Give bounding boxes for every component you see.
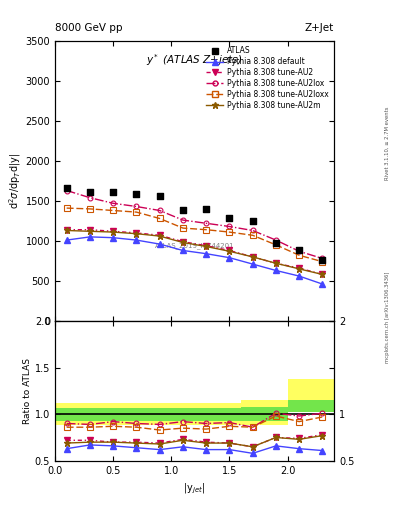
Pythia 8.308 default: [297, 273, 301, 279]
Pythia 8.308 tune-AU2lox: [297, 248, 301, 254]
Pythia 8.308 tune-AU2m: [297, 266, 301, 272]
Pythia 8.308 tune-AU2loxx: [250, 232, 255, 239]
Pythia 8.308 tune-AU2m: [111, 229, 116, 235]
Pythia 8.308 tune-AU2loxx: [274, 242, 278, 248]
Pythia 8.308 default: [250, 261, 255, 267]
Pythia 8.308 default: [320, 281, 325, 287]
Pythia 8.308 tune-AU2loxx: [180, 225, 185, 231]
Pythia 8.308 tune-AU2: [227, 247, 232, 253]
Line: Pythia 8.308 tune-AU2lox: Pythia 8.308 tune-AU2lox: [64, 188, 325, 261]
Line: Pythia 8.308 default: Pythia 8.308 default: [64, 234, 325, 287]
Pythia 8.308 tune-AU2m: [180, 240, 185, 246]
Pythia 8.308 tune-AU2m: [134, 230, 139, 237]
Pythia 8.308 tune-AU2lox: [204, 220, 209, 226]
Pythia 8.308 tune-AU2lox: [111, 200, 116, 206]
Pythia 8.308 tune-AU2loxx: [134, 209, 139, 215]
Pythia 8.308 tune-AU2lox: [227, 223, 232, 229]
Text: y$^*$ (ATLAS Z+jets): y$^*$ (ATLAS Z+jets): [146, 52, 243, 68]
Pythia 8.308 tune-AU2lox: [274, 237, 278, 243]
Pythia 8.308 tune-AU2: [204, 243, 209, 249]
Pythia 8.308 tune-AU2: [320, 271, 325, 278]
Pythia 8.308 tune-AU2: [297, 265, 301, 271]
Pythia 8.308 default: [227, 254, 232, 261]
ATLAS: [226, 215, 233, 223]
Pythia 8.308 tune-AU2m: [64, 227, 69, 233]
Pythia 8.308 tune-AU2: [64, 227, 69, 233]
Pythia 8.308 tune-AU2m: [227, 248, 232, 254]
Pythia 8.308 tune-AU2lox: [157, 207, 162, 214]
Pythia 8.308 tune-AU2lox: [88, 195, 92, 201]
Pythia 8.308 tune-AU2m: [320, 271, 325, 278]
Y-axis label: d$^2$$\sigma$/dp$_{T}$d|y|: d$^2$$\sigma$/dp$_{T}$d|y|: [7, 153, 23, 209]
ATLAS: [110, 188, 116, 196]
Pythia 8.308 tune-AU2loxx: [111, 207, 116, 214]
Text: mcplots.cern.ch [arXiv:1306.3436]: mcplots.cern.ch [arXiv:1306.3436]: [385, 272, 389, 363]
ATLAS: [156, 192, 163, 200]
X-axis label: |y$_{jet}$|: |y$_{jet}$|: [184, 481, 206, 496]
ATLAS: [87, 188, 93, 196]
Line: Pythia 8.308 tune-AU2m: Pythia 8.308 tune-AU2m: [63, 227, 326, 278]
Pythia 8.308 tune-AU2m: [88, 228, 92, 234]
Line: Pythia 8.308 tune-AU2: Pythia 8.308 tune-AU2: [64, 227, 325, 278]
Pythia 8.308 tune-AU2m: [274, 260, 278, 266]
Pythia 8.308 tune-AU2loxx: [297, 252, 301, 259]
Pythia 8.308 default: [134, 237, 139, 243]
ATLAS: [319, 256, 325, 264]
Pythia 8.308 default: [157, 241, 162, 247]
Pythia 8.308 tune-AU2: [88, 227, 92, 233]
ATLAS: [296, 246, 302, 254]
Text: ATLAS_2019_I1744201: ATLAS_2019_I1744201: [155, 242, 234, 249]
Pythia 8.308 tune-AU2loxx: [227, 229, 232, 235]
Text: Z+Jet: Z+Jet: [305, 23, 334, 33]
Pythia 8.308 tune-AU2lox: [250, 227, 255, 233]
Pythia 8.308 tune-AU2loxx: [320, 259, 325, 265]
Legend: ATLAS, Pythia 8.308 default, Pythia 8.308 tune-AU2, Pythia 8.308 tune-AU2lox, Py: ATLAS, Pythia 8.308 default, Pythia 8.30…: [205, 45, 330, 112]
Pythia 8.308 tune-AU2: [180, 239, 185, 245]
Pythia 8.308 default: [274, 267, 278, 273]
Pythia 8.308 tune-AU2: [250, 254, 255, 260]
Pythia 8.308 tune-AU2m: [250, 254, 255, 260]
Text: Rivet 3.1.10, ≥ 2.7M events: Rivet 3.1.10, ≥ 2.7M events: [385, 106, 389, 180]
ATLAS: [250, 217, 256, 225]
Pythia 8.308 tune-AU2: [157, 232, 162, 239]
Pythia 8.308 tune-AU2lox: [180, 217, 185, 223]
Pythia 8.308 tune-AU2lox: [64, 187, 69, 194]
Pythia 8.308 tune-AU2loxx: [204, 227, 209, 233]
Pythia 8.308 tune-AU2lox: [320, 255, 325, 262]
ATLAS: [133, 189, 140, 198]
ATLAS: [180, 206, 186, 215]
Line: Pythia 8.308 tune-AU2loxx: Pythia 8.308 tune-AU2loxx: [64, 205, 325, 265]
Pythia 8.308 default: [88, 234, 92, 240]
Pythia 8.308 default: [180, 247, 185, 253]
Y-axis label: Ratio to ATLAS: Ratio to ATLAS: [23, 358, 32, 424]
Pythia 8.308 tune-AU2loxx: [64, 205, 69, 211]
Pythia 8.308 tune-AU2loxx: [88, 206, 92, 212]
ATLAS: [64, 184, 70, 192]
Text: 8000 GeV pp: 8000 GeV pp: [55, 23, 123, 33]
ATLAS: [273, 239, 279, 247]
Pythia 8.308 tune-AU2: [111, 228, 116, 234]
Pythia 8.308 tune-AU2lox: [134, 203, 139, 209]
Pythia 8.308 tune-AU2loxx: [157, 216, 162, 222]
Pythia 8.308 tune-AU2m: [157, 233, 162, 239]
Pythia 8.308 tune-AU2: [134, 230, 139, 236]
Pythia 8.308 default: [111, 234, 116, 241]
Pythia 8.308 default: [204, 250, 209, 257]
Pythia 8.308 tune-AU2: [274, 260, 278, 266]
Pythia 8.308 tune-AU2m: [204, 243, 209, 249]
ATLAS: [203, 205, 209, 213]
Pythia 8.308 default: [64, 237, 69, 243]
